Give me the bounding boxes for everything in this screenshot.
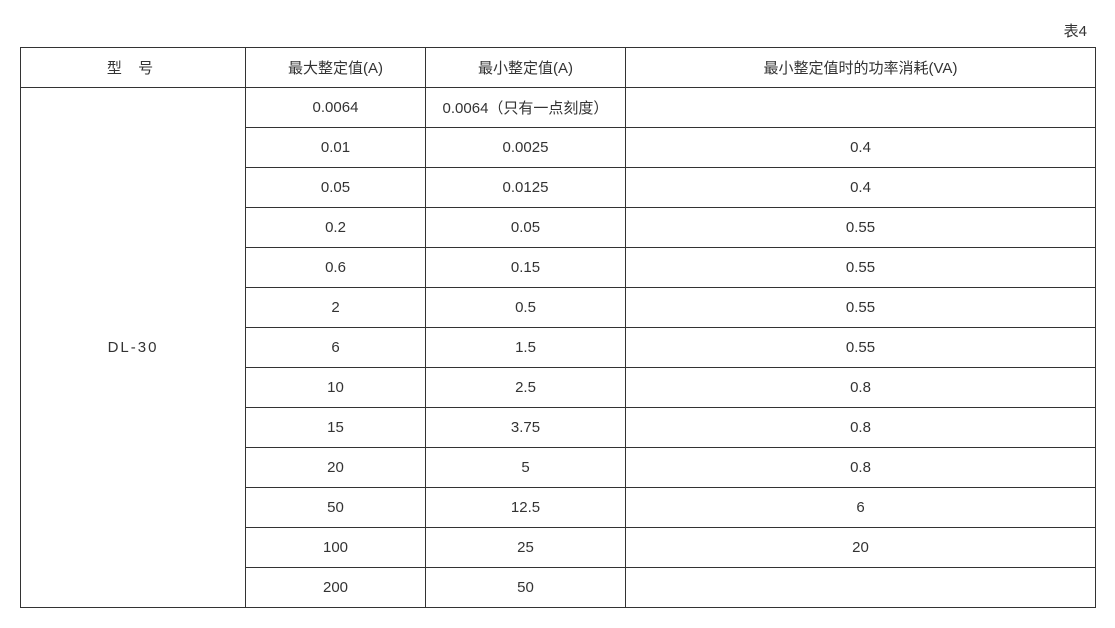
- cell-power: 0.55: [626, 248, 1096, 288]
- cell-min: 5: [426, 448, 626, 488]
- cell-min: 0.0064（只有一点刻度）: [426, 88, 626, 128]
- spec-table: 型 号 最大整定值(A) 最小整定值(A) 最小整定值时的功率消耗(VA) DL…: [20, 47, 1096, 608]
- cell-min: 50: [426, 568, 626, 608]
- cell-max: 0.0064: [246, 88, 426, 128]
- cell-max: 200: [246, 568, 426, 608]
- cell-max: 0.01: [246, 128, 426, 168]
- cell-power: 0.55: [626, 288, 1096, 328]
- cell-max: 0.05: [246, 168, 426, 208]
- cell-max: 50: [246, 488, 426, 528]
- cell-max: 15: [246, 408, 426, 448]
- cell-min: 0.15: [426, 248, 626, 288]
- cell-power: 0.4: [626, 128, 1096, 168]
- table-body: DL-30 0.0064 0.0064（只有一点刻度） 0.01 0.0025 …: [21, 88, 1096, 608]
- cell-min: 25: [426, 528, 626, 568]
- cell-max: 6: [246, 328, 426, 368]
- cell-power: [626, 88, 1096, 128]
- cell-power: 0.8: [626, 368, 1096, 408]
- cell-power: 20: [626, 528, 1096, 568]
- column-header-max: 最大整定值(A): [246, 48, 426, 88]
- cell-min: 2.5: [426, 368, 626, 408]
- table-row: DL-30 0.0064 0.0064（只有一点刻度）: [21, 88, 1096, 128]
- cell-min: 1.5: [426, 328, 626, 368]
- cell-min: 0.5: [426, 288, 626, 328]
- column-header-power: 最小整定值时的功率消耗(VA): [626, 48, 1096, 88]
- cell-max: 100: [246, 528, 426, 568]
- column-header-model: 型 号: [21, 48, 246, 88]
- cell-max: 0.2: [246, 208, 426, 248]
- cell-max: 0.6: [246, 248, 426, 288]
- cell-min: 3.75: [426, 408, 626, 448]
- cell-power: 0.8: [626, 448, 1096, 488]
- table-caption: 表4: [20, 20, 1095, 41]
- table-header-row: 型 号 最大整定值(A) 最小整定值(A) 最小整定值时的功率消耗(VA): [21, 48, 1096, 88]
- cell-model: DL-30: [21, 88, 246, 608]
- table-container: 表4 型 号 最大整定值(A) 最小整定值(A) 最小整定值时的功率消耗(VA)…: [20, 20, 1095, 608]
- cell-power: 6: [626, 488, 1096, 528]
- cell-power: 0.55: [626, 328, 1096, 368]
- column-header-min: 最小整定值(A): [426, 48, 626, 88]
- cell-min: 0.0125: [426, 168, 626, 208]
- cell-power: 0.55: [626, 208, 1096, 248]
- cell-max: 10: [246, 368, 426, 408]
- cell-min: 12.5: [426, 488, 626, 528]
- cell-max: 2: [246, 288, 426, 328]
- cell-power: 0.4: [626, 168, 1096, 208]
- cell-power: [626, 568, 1096, 608]
- cell-max: 20: [246, 448, 426, 488]
- cell-power: 0.8: [626, 408, 1096, 448]
- cell-min: 0.0025: [426, 128, 626, 168]
- cell-min: 0.05: [426, 208, 626, 248]
